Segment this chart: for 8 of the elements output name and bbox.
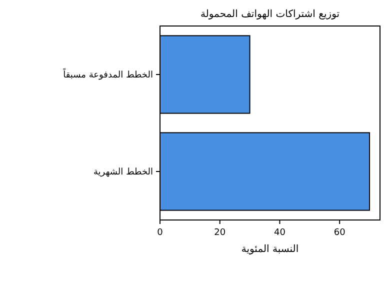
y-tick-label: الخطط المدفوعة مسبقاً [62,68,153,80]
x-tick-label: 60 [334,228,346,238]
x-axis-title: النسبة المئوية [241,244,299,255]
x-tick-label: 40 [274,228,286,238]
y-tick-label: الخطط الشهرية [93,168,153,178]
chart-title: توزيع اشتراكات الهواتف المحمولة [200,9,340,20]
x-tick-label: 0 [157,228,164,238]
x-tick-label: 20 [214,228,226,238]
